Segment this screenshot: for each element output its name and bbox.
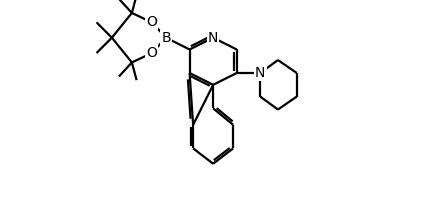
Text: O: O bbox=[146, 15, 157, 29]
Text: O: O bbox=[146, 46, 157, 60]
Text: N: N bbox=[255, 66, 265, 80]
Text: B: B bbox=[161, 31, 170, 45]
Text: N: N bbox=[207, 31, 218, 45]
